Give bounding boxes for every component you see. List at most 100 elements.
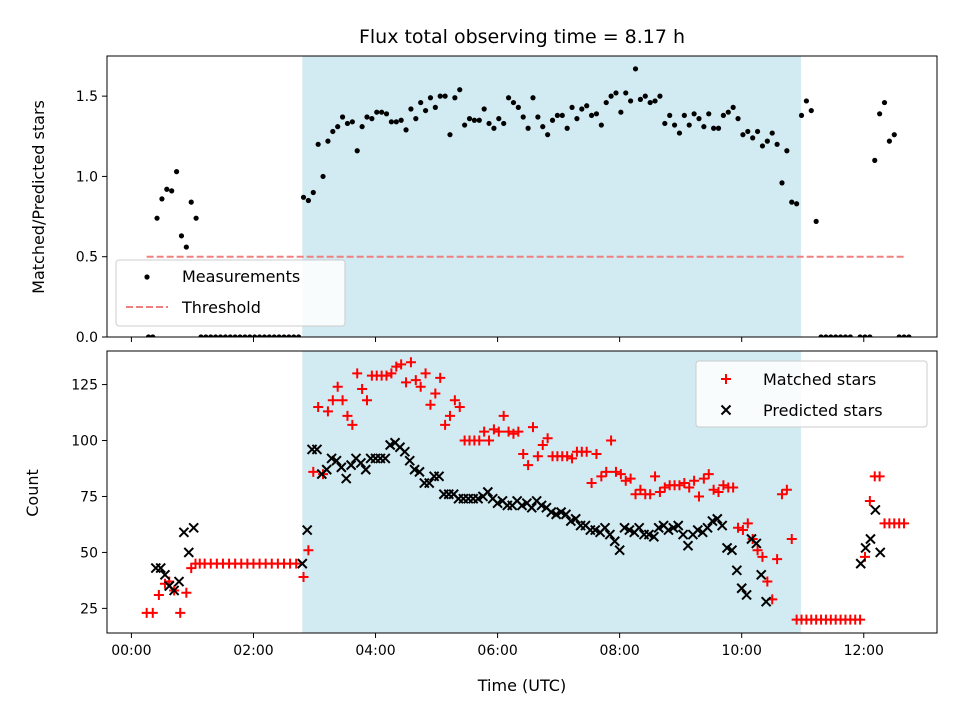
measurement-point [769,130,775,136]
predicted-star-point [341,473,352,484]
bottom-y-tick-label: 25 [80,601,98,617]
measurement-point [510,99,517,106]
measurement-point [696,116,702,122]
matched-star-point [615,469,626,480]
predicted-star-point [648,531,660,542]
measurement-point [637,96,643,102]
top-legend: Measurements Threshold [115,259,346,327]
measurement-point [715,125,722,131]
predicted-star-point [380,453,391,464]
matched-star-point [147,607,158,618]
measurement-point [422,107,429,114]
measurement-point [711,125,717,131]
predicted-star-point [159,569,171,581]
x-axis-label: Time (UTC) [477,676,566,695]
measurement-point [598,122,604,128]
matched-star-point [420,368,431,379]
measurement-point [173,169,180,175]
matched-star-point [444,410,455,421]
measurement-point [828,334,834,337]
measurement-point [330,128,336,135]
measurement-point [178,233,185,239]
measurement-point [300,194,307,200]
measurement-point [847,334,853,337]
predicted-star-point [677,529,689,540]
matched-star-point [405,357,416,368]
measurement-point [559,112,565,119]
matched-star-point [342,410,353,421]
measurement-point [745,128,751,135]
measurement-point [818,334,824,337]
predicted-star-point [609,536,620,547]
matched-star-point [728,482,739,493]
bottom-legend: Matched stars Predicted stars [695,360,928,428]
predicted-star-point [399,446,411,457]
matched-star-point [786,534,797,544]
measurement-point [466,116,473,122]
bottom-panel: 25 50 75 100 125 00:00 02:00 04:00 06:00 08:00 10:… [71,350,938,659]
measurement-point [813,218,819,224]
matched-star-point [410,375,421,386]
measurement-point [154,215,160,221]
top-chart-title: Flux total observing time = 8.17 h [359,26,685,48]
matched-star-point [498,410,509,421]
measurement-point [286,334,292,337]
predicted-star-point [526,502,537,513]
measurement-point [706,111,712,117]
measurement-point [618,109,624,115]
matched-star-point [532,451,543,462]
predicted-star-point [482,486,494,498]
predicted-star-point [614,544,625,556]
matched-star-point [153,589,164,600]
bottom-y-tick-label: 75 [80,489,98,505]
top-y-tick-label: 1.5 [76,89,98,105]
predicted-star-point [311,444,323,455]
legend-matched-label: Matched stars [763,370,876,389]
measurement-point [393,119,399,125]
matched-star-point [291,558,302,569]
measurement-point [623,90,629,96]
measurement-point [432,104,438,110]
measurement-point [491,125,497,131]
measurement-point [150,334,156,337]
x-tick-label: 06:00 [477,643,517,659]
measurement-point [642,93,648,99]
predicted-star-point [173,576,185,587]
measurement-point [198,334,204,337]
measurement-point [837,334,844,337]
legend-predicted-label: Predicted stars [763,401,883,420]
matched-star-point [415,381,426,392]
measurement-point [335,124,341,130]
matched-star-point [620,475,631,486]
top-y-tick-label: 1.0 [76,169,98,185]
x-tick-label: 10:00 [722,643,762,659]
matched-star-point [381,370,392,381]
top-axes-frame [106,55,938,338]
predicted-star-point [155,562,166,574]
measurement-point [759,143,766,149]
measurement-point [496,116,502,122]
measurement-point [183,244,189,250]
measurement-point [549,117,556,123]
matched-star-point [674,480,685,491]
matched-star-point [899,518,910,529]
matched-star-point [610,466,621,477]
matched-star-point [488,424,499,435]
measurement-point [647,99,653,106]
matched-star-point [449,395,460,406]
predicted-star-point [756,569,767,581]
measurement-point [554,112,560,119]
predicted-star-point [751,538,762,549]
matched-star-point [874,471,885,482]
measurement-point [418,99,424,106]
predicted-star-point [321,464,332,475]
top-plot-area [145,56,912,337]
measurement-point [505,95,512,101]
measurement-point [442,93,448,99]
measurement-point [242,334,248,337]
legend-box [695,360,928,428]
x-tick-label: 00:00 [111,643,151,659]
measurement-point [413,116,419,122]
measurement-point [901,334,907,337]
